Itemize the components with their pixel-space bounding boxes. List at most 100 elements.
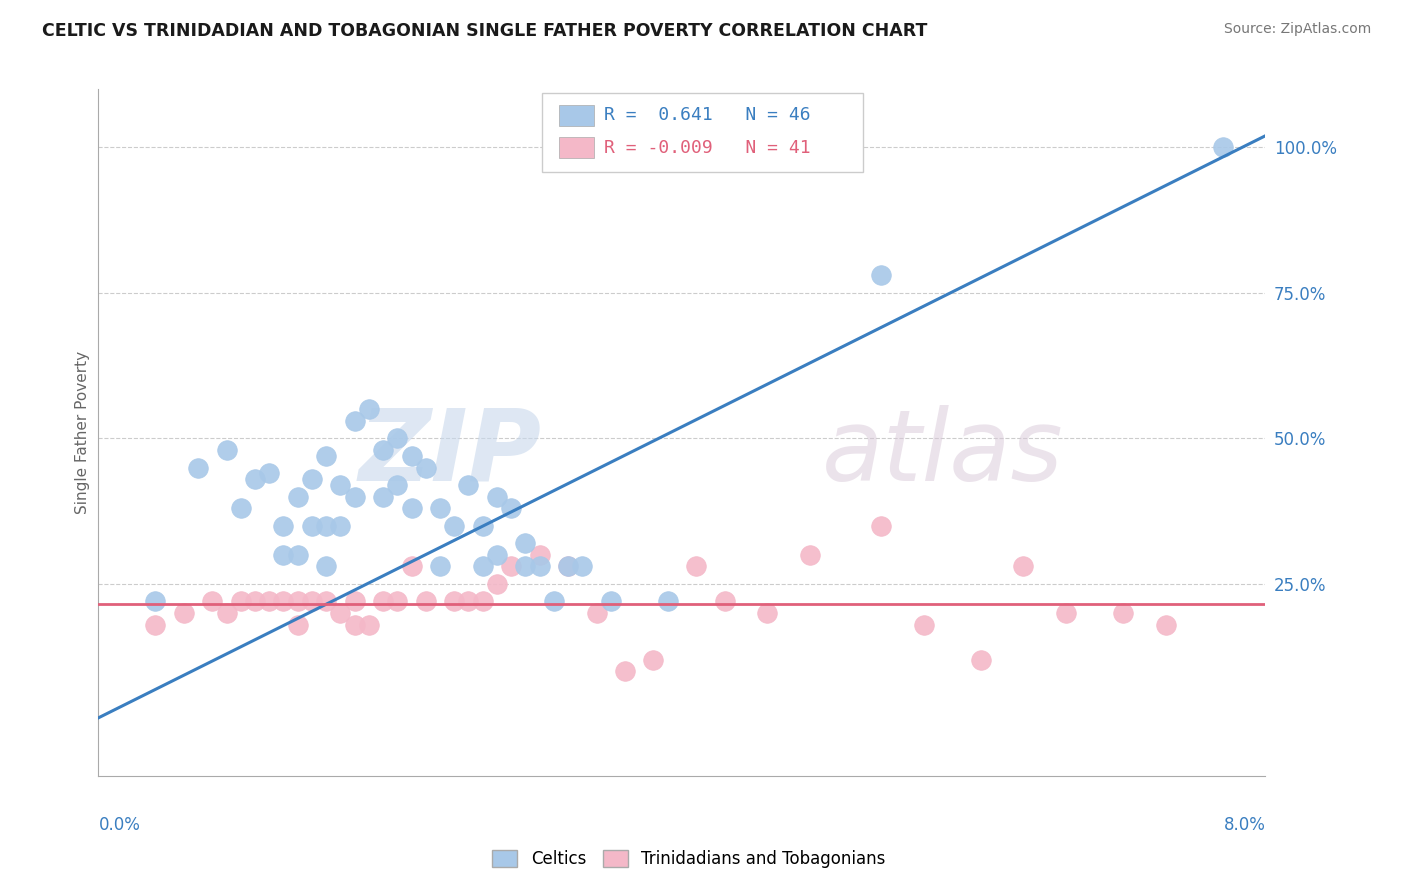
Y-axis label: Single Father Poverty: Single Father Poverty	[75, 351, 90, 514]
Point	[273, 518, 295, 533]
Point	[257, 594, 280, 608]
Point	[315, 594, 337, 608]
Point	[415, 460, 437, 475]
Point	[515, 536, 537, 550]
Point	[387, 432, 409, 446]
Point	[1012, 559, 1035, 574]
FancyBboxPatch shape	[560, 105, 595, 126]
Point	[301, 472, 323, 486]
Point	[471, 594, 494, 608]
Point	[1054, 606, 1077, 620]
Legend: Celtics, Trinidadians and Tobagonians: Celtics, Trinidadians and Tobagonians	[485, 843, 893, 875]
Point	[215, 443, 238, 458]
Point	[585, 606, 607, 620]
Point	[273, 594, 295, 608]
Point	[529, 559, 551, 574]
Point	[1112, 606, 1135, 620]
Point	[713, 594, 735, 608]
Point	[912, 617, 935, 632]
Point	[970, 652, 993, 666]
Point	[557, 559, 579, 574]
Point	[343, 414, 366, 428]
Point	[215, 606, 238, 620]
Point	[529, 548, 551, 562]
Point	[371, 490, 394, 504]
Point	[229, 594, 252, 608]
Point	[501, 559, 523, 574]
Point	[657, 594, 679, 608]
Point	[471, 559, 494, 574]
Point	[201, 594, 224, 608]
Point	[401, 449, 423, 463]
Text: CELTIC VS TRINIDADIAN AND TOBAGONIAN SINGLE FATHER POVERTY CORRELATION CHART: CELTIC VS TRINIDADIAN AND TOBAGONIAN SIN…	[42, 22, 928, 40]
Point	[357, 617, 380, 632]
Point	[343, 594, 366, 608]
Point	[287, 594, 309, 608]
Text: Source: ZipAtlas.com: Source: ZipAtlas.com	[1223, 22, 1371, 37]
Point	[371, 443, 394, 458]
Point	[471, 518, 494, 533]
Point	[301, 518, 323, 533]
Point	[485, 490, 508, 504]
Point	[401, 559, 423, 574]
Text: 8.0%: 8.0%	[1223, 816, 1265, 834]
Point	[599, 594, 621, 608]
Text: ZIP: ZIP	[359, 405, 541, 501]
Point	[287, 548, 309, 562]
Point	[643, 652, 665, 666]
Point	[756, 606, 779, 620]
Point	[387, 594, 409, 608]
Point	[557, 559, 579, 574]
FancyBboxPatch shape	[541, 93, 863, 171]
Point	[143, 594, 166, 608]
Point	[329, 478, 352, 492]
Point	[287, 490, 309, 504]
Point	[329, 606, 352, 620]
Point	[315, 449, 337, 463]
Point	[457, 594, 479, 608]
Point	[415, 594, 437, 608]
Point	[343, 617, 366, 632]
Point	[387, 478, 409, 492]
Point	[485, 548, 508, 562]
Point	[243, 472, 266, 486]
Point	[571, 559, 593, 574]
Point	[685, 559, 707, 574]
Point	[187, 460, 209, 475]
Text: R =  0.641   N = 46: R = 0.641 N = 46	[603, 106, 810, 124]
Point	[315, 559, 337, 574]
Point	[287, 617, 309, 632]
Point	[301, 594, 323, 608]
Point	[443, 594, 465, 608]
Point	[243, 594, 266, 608]
Point	[485, 577, 508, 591]
Text: atlas: atlas	[823, 405, 1063, 501]
Point	[229, 501, 252, 516]
Point	[315, 518, 337, 533]
Point	[257, 467, 280, 481]
Point	[614, 665, 637, 679]
Point	[173, 606, 195, 620]
FancyBboxPatch shape	[560, 137, 595, 158]
Point	[457, 478, 479, 492]
Point	[371, 594, 394, 608]
Point	[429, 501, 451, 516]
Point	[515, 559, 537, 574]
Point	[1212, 140, 1234, 154]
Point	[401, 501, 423, 516]
Text: 0.0%: 0.0%	[98, 816, 141, 834]
Point	[799, 548, 821, 562]
Point	[443, 518, 465, 533]
Point	[329, 518, 352, 533]
Point	[357, 402, 380, 417]
Text: R = -0.009   N = 41: R = -0.009 N = 41	[603, 138, 810, 157]
Point	[543, 594, 565, 608]
Point	[870, 268, 893, 283]
Point	[1154, 617, 1177, 632]
Point	[343, 490, 366, 504]
Point	[429, 559, 451, 574]
Point	[273, 548, 295, 562]
Point	[870, 518, 893, 533]
Point	[501, 501, 523, 516]
Point	[143, 617, 166, 632]
